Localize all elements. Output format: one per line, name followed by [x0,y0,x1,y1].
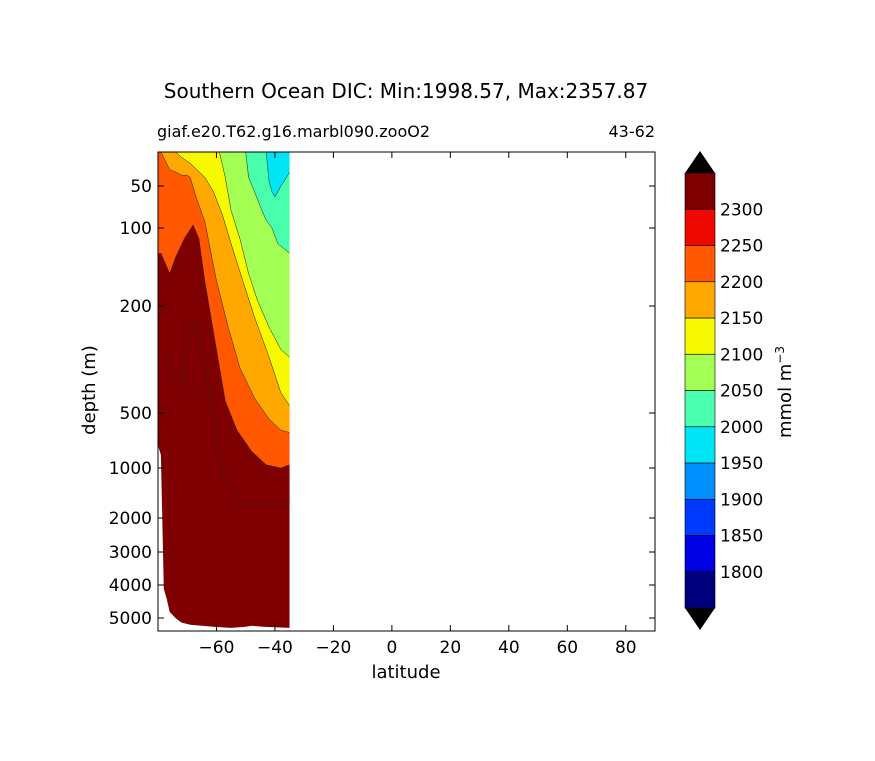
contour-line-2000 [265,152,290,198]
colorbar-tick-label: 2200 [720,273,763,293]
y-tick-label: 5000 [109,609,152,629]
colorbar-tick-label: 2250 [720,237,763,257]
contour-line-2150 [175,152,290,406]
seafloor-mask [158,152,655,631]
y-tick-label: 500 [120,404,152,424]
band-above-2000 [158,152,290,197]
y-tick-label: 50 [130,177,152,197]
colorbar-segment [684,172,716,210]
y-tick-label: 3000 [109,543,152,563]
x-tick-label: −20 [315,638,351,658]
colorbar-segment [684,353,716,391]
x-axis-label: latitude [371,662,440,683]
y-axis-ticks: 50 100 200 500 1000 2000 3000 4000 5000 [109,177,655,629]
colorbar-segment [684,245,716,283]
colorbar-segment [684,390,716,428]
plot-frame [157,151,656,632]
contour-line-2350 [165,322,290,507]
colorbar-tick-label: 2100 [720,345,763,365]
x-axis-ticks: −60 −40 −20 0 20 40 60 80 [199,152,637,658]
colorbar-segment [684,426,716,464]
chart-title: Southern Ocean DIC: Min:1998.57, Max:235… [164,79,648,103]
colorbar-tick-label: 2000 [720,418,763,438]
colorbar-extend-min [685,608,715,630]
contour-line-2100 [219,152,290,358]
colorbar-segment [684,571,716,609]
y-tick-label: 200 [120,297,152,317]
colorbar-label-unit: mmol m [775,364,796,438]
plot-area: −60 −40 −20 0 20 40 60 80 50 100 200 500 1000 2000 30… [109,151,656,658]
x-tick-label: 40 [498,638,520,658]
x-tick-label: 60 [556,638,578,658]
colorbar-segment [684,462,716,500]
colorbar-segment [684,498,716,536]
colorbar-tick-label: 2150 [720,309,763,329]
colorbar-tick-label: 1950 [720,454,763,474]
colorbar-segment [684,281,716,319]
colorbar-label: mmol m−3 [773,346,796,438]
colorbar: 1800 1850 1900 1950 2000 2050 2100 2150 2200 2250… [684,151,763,630]
y-tick-label: 100 [120,219,152,239]
x-tick-label: 20 [440,638,462,658]
colorbar-tick-label: 2050 [720,382,763,402]
colorbar-tick-label: 1850 [720,527,763,547]
colorbar-extend-max [685,151,715,173]
chart-subtitle-right: 43-62 [609,122,656,141]
x-tick-label: −60 [199,638,235,658]
contour-line-2050 [245,152,290,254]
colorbar-label-exponent: −3 [773,346,787,364]
contour-line-2200 [160,152,290,433]
colorbar-tick-label: 2300 [720,200,763,220]
y-tick-label: 1000 [109,459,152,479]
x-tick-label: −40 [257,638,293,658]
y-tick-label: 2000 [109,509,152,529]
band-above-2050 [158,152,290,254]
x-tick-label: 80 [615,638,637,658]
y-tick-label: 4000 [109,576,152,596]
chart-subtitle-left: giaf.e20.T62.g16.marbl090.zooO2 [157,122,430,141]
no-data-region [289,152,655,631]
colorbar-tick-label: 1800 [720,563,763,583]
x-tick-label: 0 [386,638,397,658]
y-axis-label: depth (m) [79,345,100,435]
colorbar-segment [684,317,716,355]
colorbar-segment [684,208,716,246]
band-above-2100 [158,152,290,358]
colorbar-segment [684,535,716,573]
colorbar-tick-label: 1900 [720,490,763,510]
contour-lines [160,152,290,507]
contour-line-2250 [160,224,290,469]
